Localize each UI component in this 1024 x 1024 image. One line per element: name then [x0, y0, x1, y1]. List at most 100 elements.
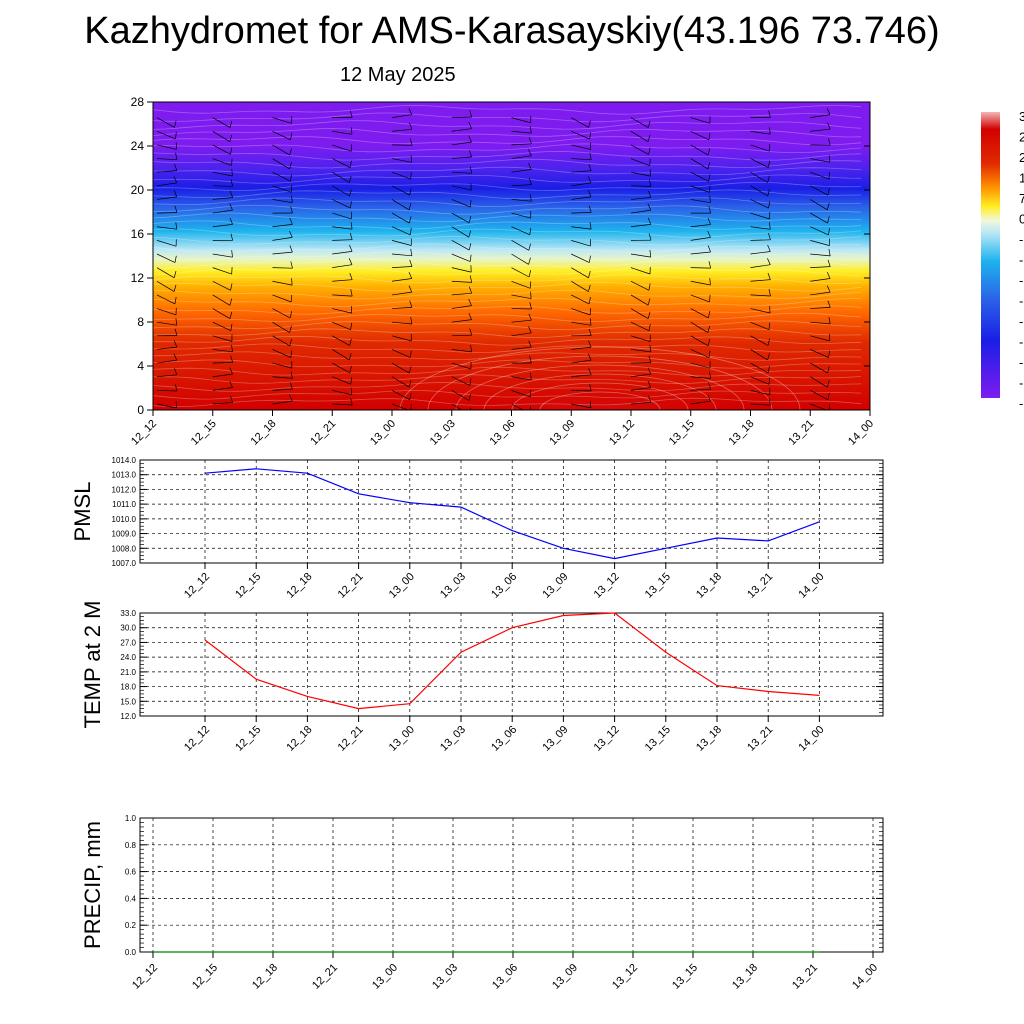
wind-barb — [630, 294, 649, 306]
wind-barb — [869, 335, 870, 336]
wind-barb-flag — [826, 380, 830, 388]
wind-barb-flag — [768, 160, 771, 168]
wind-barb-flag — [469, 254, 472, 262]
wind-barb — [630, 280, 650, 291]
wind-barb-flag — [229, 298, 233, 306]
wind-barb-flag — [291, 195, 293, 203]
wind-barb-flag — [828, 138, 831, 146]
wind-barb-flag — [468, 135, 472, 143]
wind-barb — [511, 346, 532, 350]
wind-barb-flag — [707, 162, 711, 169]
wind-barb-flag — [408, 366, 412, 374]
wind-barb-flag — [648, 395, 652, 403]
wind-barb-flag — [408, 380, 412, 388]
wind-barb-flag — [408, 203, 412, 210]
wind-barb — [272, 308, 291, 319]
wind-barb-flag — [349, 244, 353, 252]
heatmap-contour — [153, 120, 862, 130]
wind-barb-flag — [289, 245, 293, 253]
wind-barb-flag — [175, 222, 178, 230]
wind-barb-flag — [826, 271, 831, 279]
wind-barb — [571, 374, 592, 378]
colorbar-label: 2 — [1019, 130, 1024, 145]
wind-barb — [571, 321, 592, 326]
wind-barb — [451, 199, 471, 208]
wind-barb — [810, 278, 831, 282]
wind-barb-flag — [827, 300, 831, 308]
wind-barb-flag — [768, 377, 771, 385]
heatmap-contour — [153, 212, 862, 223]
y-tick-label: 1.0 — [125, 814, 137, 823]
wind-barb-flag — [588, 328, 592, 336]
wind-barb-flag — [174, 205, 178, 213]
wind-barb — [212, 402, 233, 405]
wind-barb-flag — [768, 289, 771, 297]
wind-barb-flag — [709, 371, 712, 379]
y-tick-label: 1008.0 — [112, 544, 137, 553]
wind-barb-flag — [469, 110, 473, 118]
x-tick-label: 13_15 — [643, 571, 673, 601]
heatmap-contour — [153, 166, 862, 177]
wind-barb-flag — [469, 378, 472, 386]
heatmap-contour — [153, 366, 862, 377]
wind-barb — [332, 251, 353, 255]
wind-barb — [156, 253, 176, 263]
y-tick-label: 21.0 — [120, 668, 136, 677]
x-tick-label: 12_15 — [190, 962, 220, 992]
wind-barb — [332, 294, 353, 297]
wind-barb — [212, 117, 231, 128]
wind-barb-flag — [175, 400, 177, 409]
wind-barb — [810, 362, 828, 374]
wind-barb-flag — [174, 384, 178, 392]
wind-barb — [810, 307, 831, 309]
wind-barb — [391, 307, 413, 309]
wind-barb — [332, 212, 352, 220]
heatmap-x-tick-label: 13_09 — [547, 418, 577, 448]
wind-barb-flag — [889, 255, 890, 262]
wind-barb-flag — [528, 162, 532, 170]
wind-barb — [451, 267, 472, 273]
panel-frame — [139, 817, 884, 953]
wind-barb-flag — [588, 205, 592, 213]
wind-barb — [630, 185, 652, 187]
y-axis-label: PRECIP, mm — [80, 821, 105, 949]
wind-barb-flag — [468, 230, 472, 238]
wind-barb — [511, 212, 531, 219]
wind-barb — [391, 266, 413, 268]
wind-barb — [869, 376, 870, 378]
wind-barb — [451, 240, 470, 251]
wind-barb-flag — [175, 131, 177, 139]
y-tick-label: 1014.0 — [112, 456, 137, 465]
wind-barb — [511, 240, 529, 251]
wind-barb-flag — [290, 132, 293, 140]
wind-barb — [212, 349, 233, 353]
wind-barb-flag — [588, 340, 592, 348]
wind-barb-flag — [349, 232, 353, 240]
wind-barb — [156, 346, 177, 350]
wind-barb — [391, 226, 411, 236]
wind-barb — [272, 144, 290, 156]
wind-barb — [630, 130, 649, 142]
x-tick-label: 14_00 — [796, 571, 826, 601]
wind-barb-flag — [409, 392, 412, 400]
wind-barb — [810, 240, 830, 246]
wind-barb-flag — [289, 162, 292, 169]
wind-barb — [630, 373, 651, 378]
wind-barb-flag — [887, 122, 890, 129]
wind-barb-flag — [648, 120, 651, 128]
wind-barb-flag — [588, 284, 591, 292]
wind-barb — [156, 308, 177, 316]
wind-barb — [156, 130, 176, 140]
wind-barb-flag — [289, 311, 293, 319]
wind-barb-flag — [349, 201, 352, 209]
wind-barb — [156, 196, 177, 200]
wind-barb — [810, 376, 828, 388]
heatmap-y-tick-label: 24 — [131, 139, 145, 153]
wind-barb-flag — [587, 353, 592, 361]
wind-barb-flag — [530, 372, 532, 380]
wind-barb — [212, 267, 232, 275]
x-tick-label: 13_00 — [387, 571, 417, 601]
wind-barb — [332, 264, 353, 268]
wind-barb-flag — [230, 233, 234, 241]
wind-barb — [332, 376, 351, 385]
